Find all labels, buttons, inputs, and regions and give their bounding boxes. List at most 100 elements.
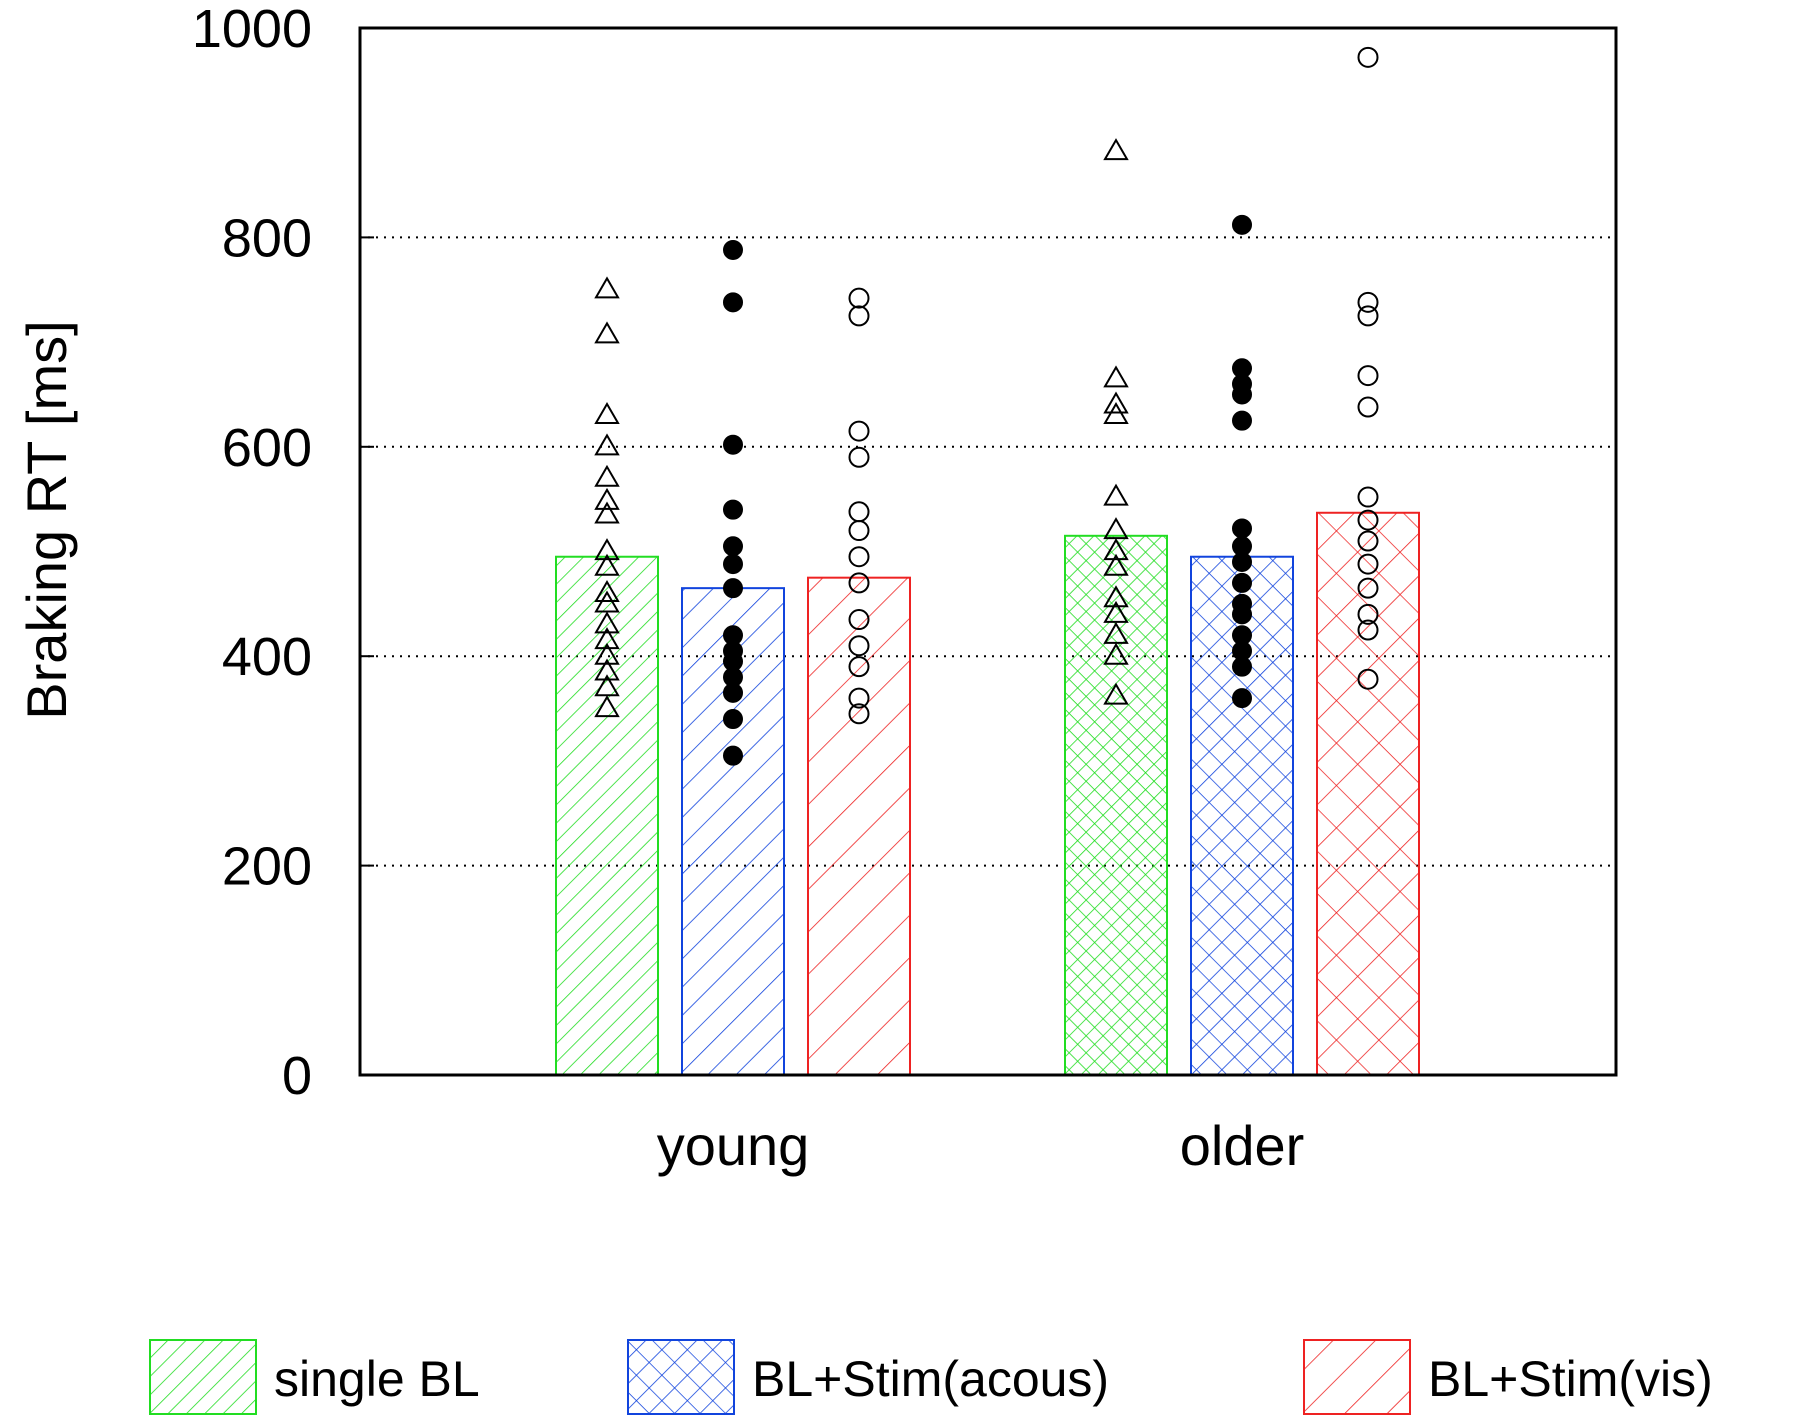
data-point <box>594 695 620 718</box>
data-point <box>723 682 743 703</box>
legend-label: single BL <box>274 1351 480 1407</box>
data-point <box>723 292 743 313</box>
data-point <box>1103 365 1129 388</box>
y-tick-label: 0 <box>282 1046 312 1106</box>
data-point <box>1232 214 1252 235</box>
legend-swatch <box>149 1339 257 1415</box>
data-point <box>1357 509 1379 531</box>
data-point <box>1357 553 1379 575</box>
data-point <box>1103 483 1129 506</box>
data-point <box>848 305 870 327</box>
data-point <box>1103 682 1129 705</box>
legend: single BL BL+Stim(acous) BL+Stim(vis) <box>149 1339 1713 1415</box>
data-point <box>1357 577 1379 599</box>
x-category-label: young <box>657 1114 810 1177</box>
y-tick-label: 600 <box>222 418 312 478</box>
data-point <box>1357 486 1379 508</box>
data-point <box>1232 551 1252 572</box>
y-axis: 0 200 400 600 800 1000 <box>192 0 374 1106</box>
data-point <box>1232 688 1252 709</box>
data-point <box>848 635 870 657</box>
legend-label: BL+Stim(acous) <box>752 1351 1109 1407</box>
data-point <box>723 709 743 730</box>
data-point <box>848 420 870 442</box>
data-point <box>594 501 620 524</box>
data-point <box>1232 604 1252 625</box>
x-category-label: older <box>1180 1114 1305 1177</box>
y-tick-label: 800 <box>222 208 312 268</box>
data-point <box>723 434 743 455</box>
data-point <box>1103 538 1129 561</box>
data-point <box>594 538 620 561</box>
gridlines <box>360 236 1616 867</box>
data-point <box>594 276 620 299</box>
data-point <box>1103 642 1129 665</box>
data-point <box>723 578 743 599</box>
data-point <box>594 627 620 650</box>
data-point <box>723 239 743 260</box>
data-point <box>1357 396 1379 418</box>
data-point <box>848 501 870 523</box>
legend-item: single BL <box>149 1339 480 1415</box>
data-point <box>594 321 620 344</box>
data-points <box>594 46 1379 766</box>
data-point <box>848 546 870 568</box>
data-point <box>848 572 870 594</box>
data-point <box>1357 530 1379 552</box>
y-tick-label: 400 <box>222 627 312 687</box>
data-point <box>594 579 620 602</box>
data-point <box>848 703 870 725</box>
data-point <box>848 609 870 631</box>
data-point <box>1357 603 1379 625</box>
data-point <box>1232 384 1252 405</box>
bar-older-2 <box>1316 511 1420 1076</box>
data-point <box>594 553 620 576</box>
data-point <box>1357 668 1379 690</box>
bar-young-0 <box>555 555 659 1076</box>
data-point <box>848 520 870 542</box>
data-point <box>1103 553 1129 576</box>
bar-older-0 <box>1064 534 1168 1076</box>
data-point <box>723 745 743 766</box>
data-point <box>1357 305 1379 327</box>
data-point <box>1103 138 1129 161</box>
data-point <box>1103 401 1129 424</box>
y-tick-label: 1000 <box>192 0 312 59</box>
data-point <box>723 499 743 520</box>
data-point <box>594 487 620 510</box>
data-point <box>723 536 743 557</box>
legend-item: BL+Stim(acous) <box>627 1339 1109 1415</box>
data-point <box>1232 656 1252 677</box>
data-point <box>1103 585 1129 608</box>
bar-young-2 <box>807 576 911 1076</box>
data-point <box>594 433 620 456</box>
legend-swatch <box>1303 1339 1411 1415</box>
data-point <box>1232 572 1252 593</box>
x-axis: young older <box>657 1114 1305 1177</box>
data-point <box>594 401 620 424</box>
data-point <box>594 611 620 634</box>
data-point <box>1357 619 1379 641</box>
data-point <box>594 658 620 681</box>
plot-area-frame <box>358 26 1618 1077</box>
y-tick-label: 200 <box>222 837 312 897</box>
data-point <box>848 287 870 309</box>
legend-swatch <box>627 1339 735 1415</box>
data-point <box>848 446 870 468</box>
data-point <box>848 656 870 678</box>
data-point <box>1103 391 1129 414</box>
data-point <box>1357 46 1379 68</box>
data-point <box>594 464 620 487</box>
bars <box>555 511 1420 1077</box>
legend-item: BL+Stim(vis) <box>1303 1339 1713 1415</box>
data-point <box>594 642 620 665</box>
data-point <box>1232 518 1252 539</box>
data-point <box>1357 365 1379 387</box>
data-point <box>1232 410 1252 431</box>
data-point <box>848 687 870 709</box>
y-axis-label: Braking RT [ms] <box>15 320 78 719</box>
legend-label: BL+Stim(vis) <box>1428 1351 1713 1407</box>
data-point <box>1357 291 1379 313</box>
data-point <box>723 554 743 575</box>
